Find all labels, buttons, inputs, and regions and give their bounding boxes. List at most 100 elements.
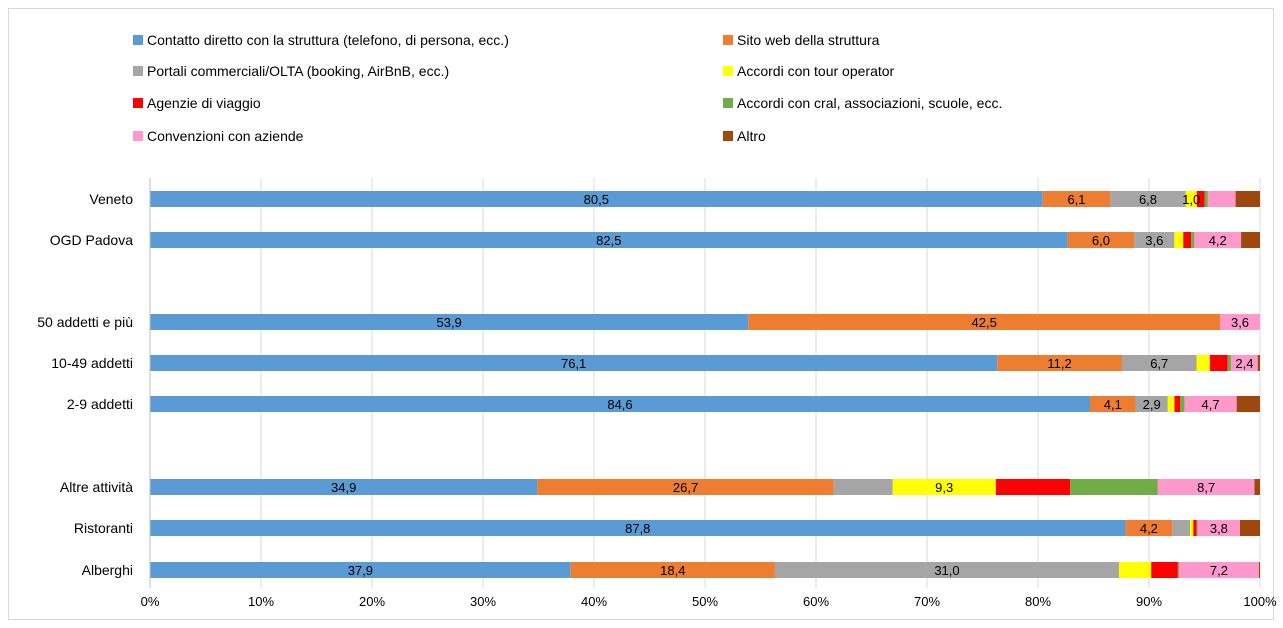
bar-segment bbox=[1174, 396, 1180, 412]
bar-segment bbox=[1227, 355, 1232, 371]
bar-segment bbox=[892, 479, 996, 495]
category-label: OGD Padova bbox=[50, 232, 133, 248]
data-label: 80,5 bbox=[584, 192, 609, 207]
legend-swatch bbox=[133, 35, 143, 45]
x-tick-label: 30% bbox=[470, 594, 496, 609]
legend-entry: Portali commerciali/OLTA (booking, AirBn… bbox=[147, 63, 449, 79]
bar-segment bbox=[1121, 355, 1197, 371]
bar-segment bbox=[1193, 520, 1197, 536]
bar-segment bbox=[1258, 562, 1260, 578]
x-tick-label: 50% bbox=[692, 594, 718, 609]
data-label: 6,8 bbox=[1139, 192, 1157, 207]
legend-swatch bbox=[723, 98, 733, 108]
data-label: 6,7 bbox=[1150, 356, 1168, 371]
bar-segment bbox=[1231, 355, 1258, 371]
bar-segment bbox=[1178, 562, 1259, 578]
data-label: 2,4 bbox=[1235, 356, 1253, 371]
bar-segment bbox=[1151, 562, 1178, 578]
bar-segment bbox=[150, 191, 1043, 207]
data-label: 18,4 bbox=[660, 563, 685, 578]
bar-segment bbox=[1183, 232, 1192, 248]
bar-segment bbox=[997, 355, 1122, 371]
bar-segment bbox=[150, 479, 538, 495]
bar-segment bbox=[1125, 520, 1173, 536]
bar-segment bbox=[150, 520, 1126, 536]
data-label: 7,2 bbox=[1210, 563, 1228, 578]
x-tick-label: 90% bbox=[1136, 594, 1162, 609]
bar-segment bbox=[1194, 232, 1242, 248]
category-label: Altre attività bbox=[60, 479, 133, 495]
data-label: 26,7 bbox=[673, 480, 698, 495]
legend-swatch bbox=[133, 98, 143, 108]
x-tick-label: 70% bbox=[914, 594, 940, 609]
legend-entry: Sito web della struttura bbox=[737, 32, 880, 48]
bar-segment bbox=[1185, 191, 1197, 207]
data-label: 8,7 bbox=[1197, 480, 1215, 495]
data-label: 42,5 bbox=[972, 315, 997, 330]
data-label: 4,1 bbox=[1104, 397, 1122, 412]
data-label: 3,8 bbox=[1210, 521, 1228, 536]
chart-frame bbox=[8, 8, 1274, 620]
x-tick-label: 100% bbox=[1243, 594, 1277, 609]
data-label: 1,0 bbox=[1182, 192, 1200, 207]
bar-segment bbox=[1067, 232, 1135, 248]
data-label: 37,9 bbox=[348, 563, 373, 578]
data-label: 4,2 bbox=[1140, 521, 1158, 536]
legend: Contatto diretto con la struttura (telef… bbox=[133, 32, 1002, 144]
legend-entry: Accordi con tour operator bbox=[737, 63, 895, 79]
axes: 0% 10% 20% 30% 40% 50% 60% 70% 80% 90% 100% Veneto O… bbox=[37, 178, 1277, 609]
data-label: 82,5 bbox=[596, 233, 621, 248]
bar-segment bbox=[150, 562, 571, 578]
category-label: Alberghi bbox=[82, 562, 133, 578]
bar-segment bbox=[1257, 355, 1260, 371]
data-label: 34,9 bbox=[331, 480, 356, 495]
data-label: 3,6 bbox=[1145, 233, 1163, 248]
data-label: 53,9 bbox=[436, 315, 461, 330]
data-label: 6,1 bbox=[1067, 192, 1085, 207]
legend-swatch bbox=[723, 66, 733, 76]
bar-segment bbox=[1119, 562, 1152, 578]
x-tick-label: 10% bbox=[248, 594, 274, 609]
x-tick-label: 40% bbox=[581, 594, 607, 609]
bar-segment bbox=[1134, 232, 1175, 248]
category-label: 10-49 addetti bbox=[51, 355, 133, 371]
bar-segment bbox=[1191, 232, 1195, 248]
x-tick-label: 0% bbox=[141, 594, 160, 609]
bar-segment bbox=[150, 355, 998, 371]
bar-segment bbox=[1204, 191, 1208, 207]
bar-segment bbox=[1180, 396, 1185, 412]
bar-segment bbox=[1197, 520, 1240, 536]
bar-segment bbox=[150, 232, 1068, 248]
data-label: 87,8 bbox=[625, 521, 650, 536]
bar-segment bbox=[748, 314, 1221, 330]
data-label: 3,6 bbox=[1231, 315, 1249, 330]
category-label: Ristoranti bbox=[74, 520, 133, 536]
legend-entry: Altro bbox=[737, 128, 766, 144]
x-tick-label: 80% bbox=[1025, 594, 1051, 609]
x-tick-label: 20% bbox=[359, 594, 385, 609]
data-label: 11,2 bbox=[1047, 356, 1071, 371]
data-label: 9,3 bbox=[935, 480, 953, 495]
data-label: 76,1 bbox=[561, 356, 586, 371]
legend-entry: Convenzioni con aziende bbox=[147, 128, 304, 144]
data-label: 2,9 bbox=[1143, 397, 1161, 412]
legend-swatch bbox=[133, 66, 143, 76]
bar-segment bbox=[1220, 314, 1260, 330]
data-label: 84,6 bbox=[607, 397, 632, 412]
bar-segment bbox=[1196, 355, 1210, 371]
bar-segment bbox=[150, 314, 749, 330]
legend-entry: Contatto diretto con la struttura (telef… bbox=[147, 32, 509, 48]
data-label: 31,0 bbox=[934, 563, 959, 578]
category-label: Veneto bbox=[89, 191, 133, 207]
bar-segment bbox=[1190, 520, 1194, 536]
bar-segment bbox=[1241, 232, 1260, 248]
bar-segment bbox=[1157, 479, 1255, 495]
legend-swatch bbox=[723, 35, 733, 45]
bar-segment bbox=[833, 479, 893, 495]
x-tick-label: 60% bbox=[803, 594, 829, 609]
category-label: 2-9 addetti bbox=[67, 396, 133, 412]
bars bbox=[150, 191, 1260, 578]
bar-segment bbox=[537, 479, 834, 495]
category-label: 50 addetti e più bbox=[37, 314, 133, 330]
